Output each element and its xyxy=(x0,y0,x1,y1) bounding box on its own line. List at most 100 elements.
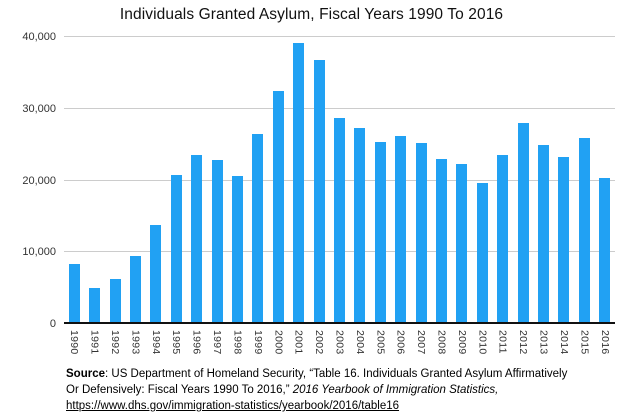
x-tick-label: 2004 xyxy=(353,330,366,355)
x-label-slot: 1998 xyxy=(227,327,247,363)
bar-2013 xyxy=(538,145,550,324)
x-label-slot: 2000 xyxy=(268,327,288,363)
x-label-slot: 2009 xyxy=(452,327,472,363)
bar-slot xyxy=(472,37,492,324)
bar-slot xyxy=(574,37,594,324)
bar-2003 xyxy=(333,118,345,324)
x-label-slot: 2015 xyxy=(574,327,594,363)
source-link[interactable]: https://www.dhs.gov/immigration-statisti… xyxy=(66,400,400,412)
x-label-slot: 2016 xyxy=(595,327,615,363)
x-label-slot: 2005 xyxy=(370,327,390,363)
bar-slot xyxy=(166,37,186,324)
chart-title: Individuals Granted Asylum, Fiscal Years… xyxy=(119,6,504,23)
bar-2010 xyxy=(476,182,488,324)
x-tick-label: 2000 xyxy=(272,330,285,355)
x-label-slot: 1999 xyxy=(248,327,268,363)
x-label-slot: 1997 xyxy=(207,327,227,363)
bar-1998 xyxy=(231,176,243,324)
x-tick-label: 2010 xyxy=(476,330,489,355)
x-tick-label: 2008 xyxy=(435,330,448,355)
bar-slot xyxy=(288,37,308,324)
bar-slot xyxy=(411,37,431,324)
gridline xyxy=(64,36,615,37)
bar-slot xyxy=(493,37,513,324)
x-tick-label: 1991 xyxy=(88,330,101,355)
x-label-slot: 2012 xyxy=(513,327,533,363)
bars xyxy=(64,37,615,324)
bar-slot xyxy=(84,37,104,324)
x-label-slot: 1995 xyxy=(166,327,186,363)
x-label-slot: 2003 xyxy=(329,327,349,363)
x-tick-label: 2013 xyxy=(537,330,550,355)
x-tick-label: 2007 xyxy=(415,330,428,355)
source-line-1: Source: US Department of Homeland Securi… xyxy=(66,366,606,382)
source-line-2: Or Defensively: Fiscal Years 1990 To 201… xyxy=(66,382,606,398)
x-tick-label: 2003 xyxy=(333,330,346,355)
x-tick-label: 2001 xyxy=(292,330,305,355)
bar-2008 xyxy=(436,158,448,324)
bar-2015 xyxy=(578,138,590,324)
bar-slot xyxy=(248,37,268,324)
x-tick-label: 2002 xyxy=(313,330,326,355)
x-label-slot: 2002 xyxy=(309,327,329,363)
bar-slot xyxy=(64,37,84,324)
x-label-slot: 1992 xyxy=(105,327,125,363)
bar-slot xyxy=(329,37,349,324)
gridline xyxy=(64,107,615,109)
y-tick-label: 30,000 xyxy=(22,102,56,115)
source-line-3: https://www.dhs.gov/immigration-statisti… xyxy=(66,398,606,414)
bar-slot xyxy=(186,37,206,324)
x-label-slot: 1990 xyxy=(64,327,84,363)
bar-slot xyxy=(350,37,370,324)
x-label-slot: 1993 xyxy=(125,327,145,363)
bar-slot xyxy=(370,37,390,324)
bar-2002 xyxy=(313,59,325,324)
bar-2011 xyxy=(497,154,509,324)
y-tick-label: 40,000 xyxy=(22,31,56,43)
x-axis-line xyxy=(64,322,615,324)
source-text-1: : US Department of Homeland Security, “T… xyxy=(105,368,568,380)
x-tick-label: 1996 xyxy=(190,330,203,355)
bar-slot xyxy=(533,37,553,324)
bar-slot xyxy=(554,37,574,324)
bar-slot xyxy=(431,37,451,324)
y-axis-labels: 0 10,000 20,000 30,000 40,000 xyxy=(0,31,56,330)
x-label-slot: 2010 xyxy=(472,327,492,363)
x-label-slot: 1994 xyxy=(146,327,166,363)
y-tick-label: 0 xyxy=(49,318,56,330)
x-label-slot: 2006 xyxy=(391,327,411,363)
x-tick-label: 1992 xyxy=(109,330,122,355)
x-axis-labels: 1990 1991 1992 1993 1994 1995 1996 1997 1998 1999… xyxy=(64,327,615,363)
x-tick-label: 2005 xyxy=(374,330,387,355)
x-label-slot: 2007 xyxy=(411,327,431,363)
bar-2016 xyxy=(599,177,611,324)
bar-2004 xyxy=(354,128,366,324)
bar-slot xyxy=(595,37,615,324)
bar-1997 xyxy=(211,160,223,324)
x-tick-label: 2009 xyxy=(455,330,468,355)
x-label-slot: 2001 xyxy=(288,327,308,363)
bar-2014 xyxy=(558,156,570,324)
x-tick-label: 1993 xyxy=(129,330,142,355)
bar-1999 xyxy=(252,133,264,324)
bar-slot xyxy=(268,37,288,324)
x-tick-label: 1997 xyxy=(211,330,224,355)
x-tick-label: 2011 xyxy=(496,330,509,354)
x-tick-label: 2016 xyxy=(598,330,611,355)
bar-2005 xyxy=(374,142,386,324)
bar-1995 xyxy=(170,175,182,324)
x-label-slot: 2004 xyxy=(350,327,370,363)
bar-slot xyxy=(227,37,247,324)
bar-2006 xyxy=(395,136,407,324)
x-tick-label: 1998 xyxy=(231,330,244,355)
source-citation-italic: 2016 Yearbook of Immigration Statistics, xyxy=(292,384,499,396)
bar-slot xyxy=(309,37,329,324)
bar-slot xyxy=(105,37,125,324)
source-text-2: Or Defensively: Fiscal Years 1990 To 201… xyxy=(66,384,293,396)
bar-slot xyxy=(125,37,145,324)
bar-slot xyxy=(391,37,411,324)
x-label-slot: 2014 xyxy=(554,327,574,363)
bar-slot xyxy=(146,37,166,324)
bar-1991 xyxy=(89,288,101,324)
bar-2007 xyxy=(415,143,427,324)
